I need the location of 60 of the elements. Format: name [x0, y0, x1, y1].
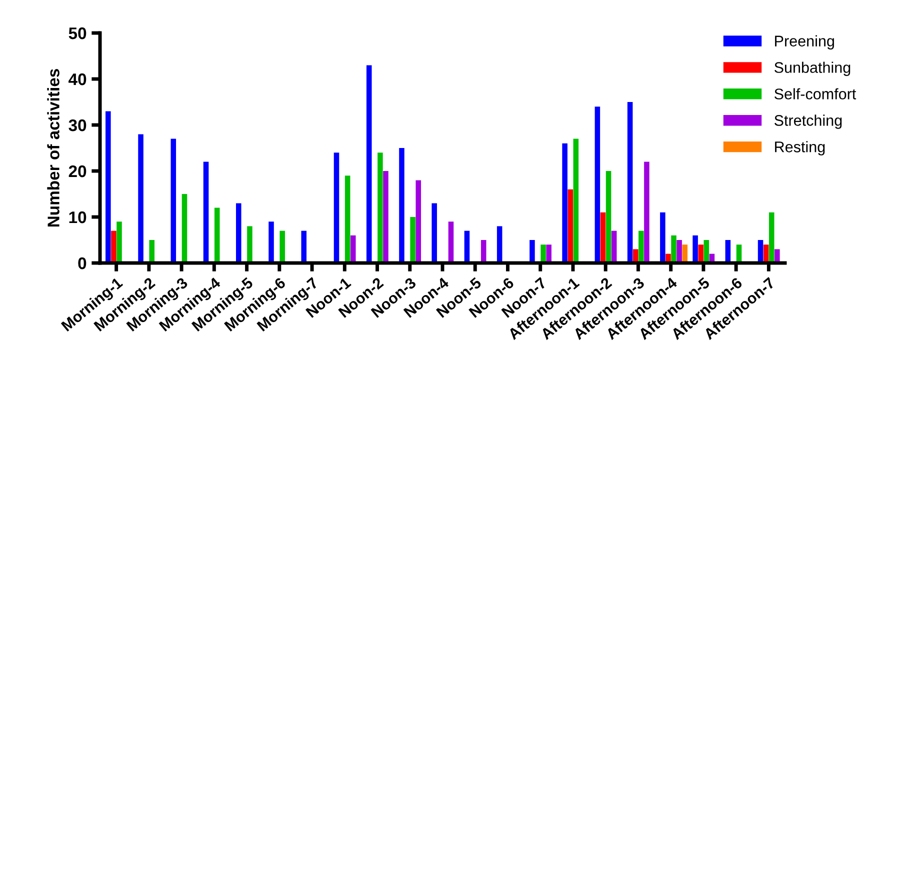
bar — [138, 134, 144, 263]
bar — [644, 162, 650, 263]
y-tick-label: 0 — [78, 257, 86, 270]
bar — [774, 249, 780, 263]
bar — [682, 244, 688, 263]
bar — [660, 212, 666, 263]
bar — [203, 162, 209, 263]
bar — [594, 106, 600, 263]
bar — [350, 235, 356, 263]
bar — [540, 244, 546, 263]
bar — [600, 212, 606, 263]
bar — [627, 102, 633, 263]
bar — [546, 244, 552, 263]
bar — [111, 230, 116, 263]
bar — [692, 235, 698, 263]
bar — [448, 222, 454, 263]
y-tick-label: 10 — [69, 211, 86, 224]
legend-label: Sunbathing — [774, 62, 850, 76]
y-tick-label: 30 — [68, 119, 86, 132]
bar — [344, 176, 350, 263]
bar — [182, 194, 188, 263]
y-axis-title: Number of activities — [47, 69, 60, 227]
y-tick-label: 40 — [68, 73, 86, 86]
bar — [301, 230, 307, 263]
bar — [378, 152, 383, 263]
bar — [247, 226, 252, 263]
bar — [606, 171, 612, 263]
bar — [416, 180, 421, 263]
legend-label: Resting — [775, 141, 825, 156]
bar — [280, 230, 285, 263]
bar — [568, 189, 573, 263]
bar — [106, 111, 111, 263]
bar — [170, 138, 176, 263]
bar — [530, 240, 535, 263]
y-tick-label: 20 — [68, 165, 86, 178]
y-tick-label: 50 — [68, 27, 86, 40]
bar — [671, 235, 676, 263]
bar — [116, 222, 122, 263]
bar — [399, 148, 404, 263]
bar — [698, 244, 704, 263]
bar — [676, 240, 682, 263]
bar — [562, 143, 568, 263]
bar — [638, 230, 644, 263]
legend-label: Preening — [775, 35, 834, 50]
bar — [149, 240, 154, 263]
legend-label: Stretching — [774, 114, 842, 129]
bar — [496, 226, 502, 263]
bar — [432, 203, 437, 263]
bar — [410, 217, 416, 263]
bar — [611, 230, 617, 263]
bar — [768, 212, 774, 263]
bar — [383, 171, 388, 263]
bar — [573, 138, 579, 263]
bar — [366, 65, 372, 263]
bar — [464, 230, 470, 263]
bar — [236, 203, 242, 263]
bar — [214, 208, 220, 263]
bar — [334, 152, 340, 263]
bar — [268, 222, 274, 263]
legend-label: Self-comfort — [774, 88, 856, 100]
